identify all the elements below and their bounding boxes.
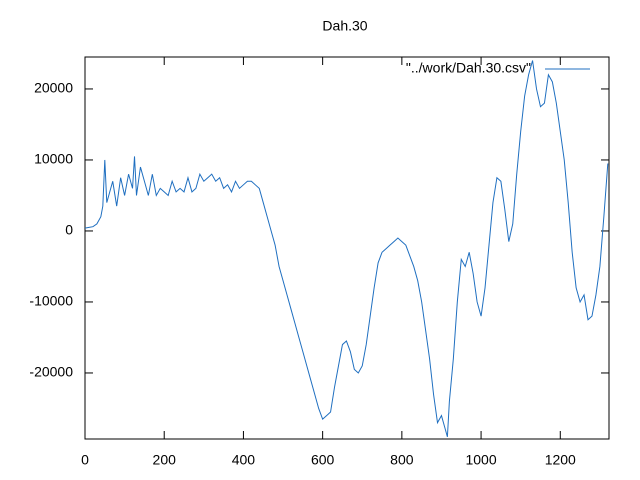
x-tick-label: 600 xyxy=(311,452,335,468)
legend-label: "../work/Dah.30.csv" xyxy=(406,60,531,76)
x-tick-label: 1000 xyxy=(465,452,496,468)
y-tick-label: 10000 xyxy=(34,151,73,167)
x-tick-label: 0 xyxy=(81,452,89,468)
plot-frame xyxy=(84,56,610,440)
y-tick-label: -20000 xyxy=(29,364,73,380)
y-tick-label: -10000 xyxy=(29,293,73,309)
y-tick-label: 0 xyxy=(65,222,73,238)
data-line xyxy=(84,60,609,438)
x-tick-label: 400 xyxy=(232,452,256,468)
x-tick-label: 200 xyxy=(153,452,177,468)
x-tick-label: 1200 xyxy=(545,452,576,468)
y-tick-label: 20000 xyxy=(34,80,73,96)
x-tick-label: 800 xyxy=(390,452,414,468)
chart-title: Dah.30 xyxy=(322,18,367,34)
